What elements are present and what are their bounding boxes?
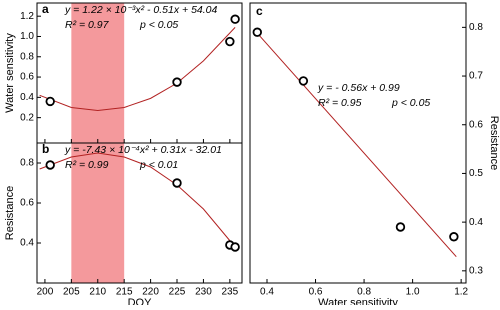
x-tick-label: 0.8 (357, 287, 371, 298)
x-tick-label: 1.0 (406, 287, 420, 298)
y-tick-label: 0.6 (20, 72, 34, 83)
fit-curve (39, 152, 236, 248)
x-tick-label: 200 (37, 287, 54, 298)
x-tick-label: 0.4 (260, 287, 274, 298)
data-point (298, 76, 309, 86)
panel-label: a (42, 2, 49, 16)
panel-label: b (42, 142, 49, 156)
y-tick-label: 0.6 (469, 119, 483, 130)
data-point (225, 36, 235, 47)
annotation: y = -7.43 × 10⁻⁴x² + 0.31x - 32.01 (64, 144, 222, 156)
annotation: y = - 0.56x + 0.99 (317, 82, 400, 94)
annotation: p < 0.05 (139, 19, 178, 31)
x-tick-label: 230 (195, 287, 212, 298)
x-tick-label: 220 (142, 287, 159, 298)
y-tick-label: 0.2 (20, 112, 34, 123)
data-point (449, 232, 459, 242)
y-tick-label: 0.7 (469, 71, 483, 82)
annotation: p < 0.01 (139, 159, 178, 171)
x-tick-label: 215 (116, 287, 133, 298)
x-axis-label: DOY (128, 297, 153, 305)
y-axis-label: Water sensitivity (4, 33, 16, 113)
x-tick-label: 205 (63, 287, 80, 298)
annotation: R² = 0.97 (65, 19, 110, 31)
y-tick-label: 0.4 (20, 92, 34, 103)
y-tick-label: 0.3 (469, 265, 483, 276)
data-point (395, 222, 406, 232)
y-tick-label: 1.2 (20, 11, 34, 22)
annotation: R² = 0.99 (65, 159, 109, 171)
y-tick-label: 1.0 (20, 31, 34, 42)
data-point (172, 77, 182, 87)
y-tick-label: 0.8 (20, 158, 34, 169)
data-point (172, 178, 182, 188)
x-tick-label: 225 (169, 287, 186, 298)
x-tick-label: 0.6 (309, 287, 323, 298)
annotation: p < 0.05 (391, 97, 430, 109)
y-tick-label: 0.5 (469, 168, 483, 179)
fit-curve (256, 32, 457, 258)
y-tick-label: 0.4 (469, 217, 483, 228)
data-point (230, 242, 240, 252)
annotation: R² = 0.95 (318, 97, 362, 109)
y-tick-label: 0.8 (20, 51, 34, 62)
data-point (252, 27, 262, 37)
data-point (45, 96, 55, 107)
data-point (230, 14, 240, 24)
panel-label: c (256, 4, 263, 18)
x-tick-label: 235 (222, 287, 239, 298)
annotation: y = 1.22 × 10⁻³x² - 0.51x + 54.04 (64, 4, 218, 16)
data-point (45, 160, 55, 170)
x-axis-label: Water sensitivity (318, 297, 398, 305)
x-tick-label: 210 (89, 287, 106, 298)
y-tick-label: 0.6 (20, 198, 34, 209)
fit-curve (39, 27, 236, 112)
x-tick-label: 1.2 (454, 287, 468, 298)
y-tick-label: 0.8 (469, 22, 483, 33)
y-axis-label: Resistance (488, 116, 500, 170)
plot-frame (36, 142, 243, 284)
y-axis-label: Resistance (4, 186, 16, 240)
plot-frame (249, 2, 467, 284)
y-tick-label: 0.4 (20, 238, 34, 249)
shaded-period (71, 143, 125, 283)
shaded-period (71, 3, 125, 143)
